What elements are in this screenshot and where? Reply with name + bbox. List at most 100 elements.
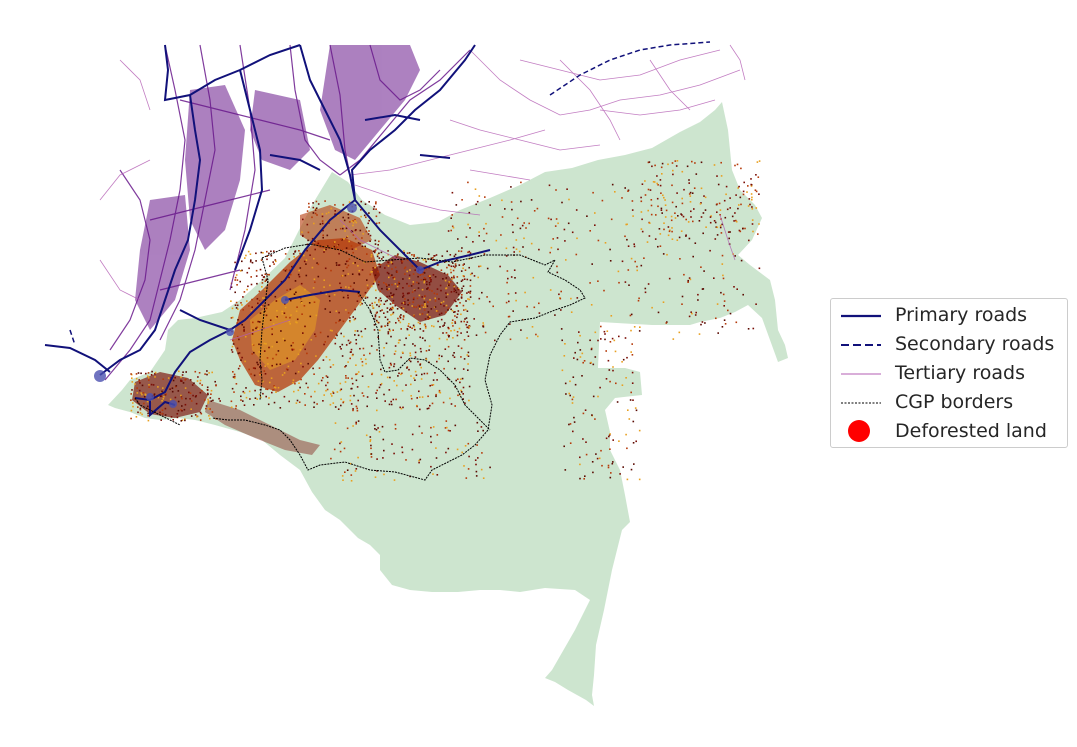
deforestation-pixel — [604, 338, 606, 341]
deforestation-pixel — [391, 306, 394, 309]
deforestation-pixel — [410, 397, 413, 400]
deforestation-cluster — [250, 285, 320, 370]
deforestation-pixel — [335, 246, 338, 249]
deforestation-pixel — [564, 469, 567, 471]
deforestation-pixel — [234, 304, 237, 306]
deforestation-pixel — [657, 311, 660, 314]
deforestation-pixel — [347, 339, 350, 342]
deforestation-pixel — [569, 394, 571, 397]
deforestation-pixel — [373, 318, 376, 320]
deforestation-pixel — [160, 419, 162, 421]
deforestation-pixel — [405, 311, 407, 313]
deforestation-pixel — [212, 399, 214, 402]
deforestation-pixel — [352, 408, 354, 410]
deforestation-pixel — [161, 409, 164, 411]
deforestation-pixel — [273, 263, 275, 265]
deforestation-pixel — [557, 222, 559, 225]
deforestation-pixel — [130, 417, 132, 420]
deforestation-pixel — [740, 167, 742, 170]
deforestation-pixel — [326, 388, 329, 391]
deforestation-pixel — [325, 248, 327, 251]
deforestation-pixel — [325, 212, 328, 215]
deforestation-pixel — [421, 396, 424, 398]
deforestation-pixel — [411, 254, 413, 256]
deforestation-pixel — [371, 372, 374, 375]
deforestation-pixel — [501, 216, 504, 218]
deforestation-pixel — [516, 217, 519, 220]
deforestation-pixel — [419, 307, 421, 310]
deforestation-pixel — [505, 301, 508, 304]
deforestation-pixel — [251, 261, 254, 264]
deforestation-pixel — [478, 265, 480, 268]
deforestation-pixel — [538, 248, 540, 251]
deforestation-pixel — [750, 183, 752, 186]
deforestation-pixel — [269, 319, 272, 321]
deforestation-pixel — [192, 394, 194, 397]
deforestation-pixel — [385, 283, 387, 285]
deforestation-pixel — [423, 309, 426, 311]
deforestation-pixel — [236, 279, 239, 281]
deforestation-pixel — [332, 364, 335, 366]
deforestation-pixel — [275, 363, 278, 366]
deforestation-pixel — [681, 197, 683, 200]
deforestation-pixel — [153, 393, 156, 395]
deforestation-pixel — [467, 181, 469, 184]
deforestation-pixel — [468, 455, 470, 458]
deforestation-pixel — [181, 419, 184, 421]
deforestation-pixel — [248, 267, 250, 270]
deforestation-pixel — [380, 251, 383, 254]
deforestation-pixel — [462, 304, 465, 307]
deforestation-pixel — [251, 353, 253, 355]
deforestation-pixel — [150, 374, 153, 376]
deforestation-pixel — [469, 279, 472, 282]
deforestation-pixel — [196, 380, 199, 382]
deforestation-pixel — [469, 292, 471, 294]
deforestation-pixel — [354, 308, 356, 311]
deforestation-pixel — [452, 337, 454, 339]
deforestation-pixel — [461, 199, 463, 201]
deforestation-pixel — [350, 245, 353, 247]
deforestation-pixel — [612, 369, 614, 372]
deforestation-pixel — [402, 287, 404, 289]
deforestation-pixel — [345, 227, 348, 230]
deforestation-pixel — [410, 375, 412, 377]
deforestation-pixel — [648, 161, 651, 163]
deforestation-pixel — [513, 251, 515, 253]
deforestation-pixel — [398, 339, 400, 342]
deforestation-pixel — [305, 263, 307, 265]
deforestation-pixel — [400, 328, 402, 330]
deforestation-pixel — [299, 297, 302, 300]
deforestation-pixel — [667, 234, 670, 237]
deforestation-pixel — [234, 261, 236, 264]
deforestation-pixel — [456, 313, 459, 315]
deforestation-pixel — [414, 269, 416, 271]
deforestation-pixel — [230, 317, 233, 319]
deforestation-pixel — [624, 337, 627, 339]
deforestation-pixel — [136, 387, 138, 389]
deforestation-pixel — [355, 379, 358, 382]
deforestation-pixel — [435, 393, 437, 396]
deforestation-pixel — [355, 423, 357, 425]
legend: Primary roads Secondary roads Tertiary r… — [830, 298, 1068, 448]
deforestation-pixel — [411, 327, 413, 329]
deforestation-pixel — [742, 193, 745, 196]
deforestation-pixel — [354, 220, 356, 222]
deforestation-pixel — [376, 253, 379, 256]
deforestation-pixel — [693, 187, 696, 189]
deforestation-pixel — [577, 341, 579, 344]
deforestation-pixel — [241, 356, 243, 359]
deforestation-pixel — [161, 400, 163, 402]
deforestation-pixel — [479, 265, 482, 267]
deforestation-pixel — [434, 300, 437, 302]
deforestation-pixel — [292, 360, 294, 363]
deforestation-pixel — [247, 250, 250, 253]
deforestation-pixel — [688, 182, 690, 184]
deforestation-pixel — [459, 302, 461, 304]
deforestation-pixel — [251, 343, 254, 346]
deforestation-pixel — [579, 463, 581, 466]
deforestation-pixel — [259, 389, 262, 391]
deforestation-pixel — [374, 249, 377, 251]
deforestation-pixel — [273, 385, 275, 387]
deforestation-pixel — [484, 331, 487, 334]
deforestation-pixel — [281, 310, 283, 313]
